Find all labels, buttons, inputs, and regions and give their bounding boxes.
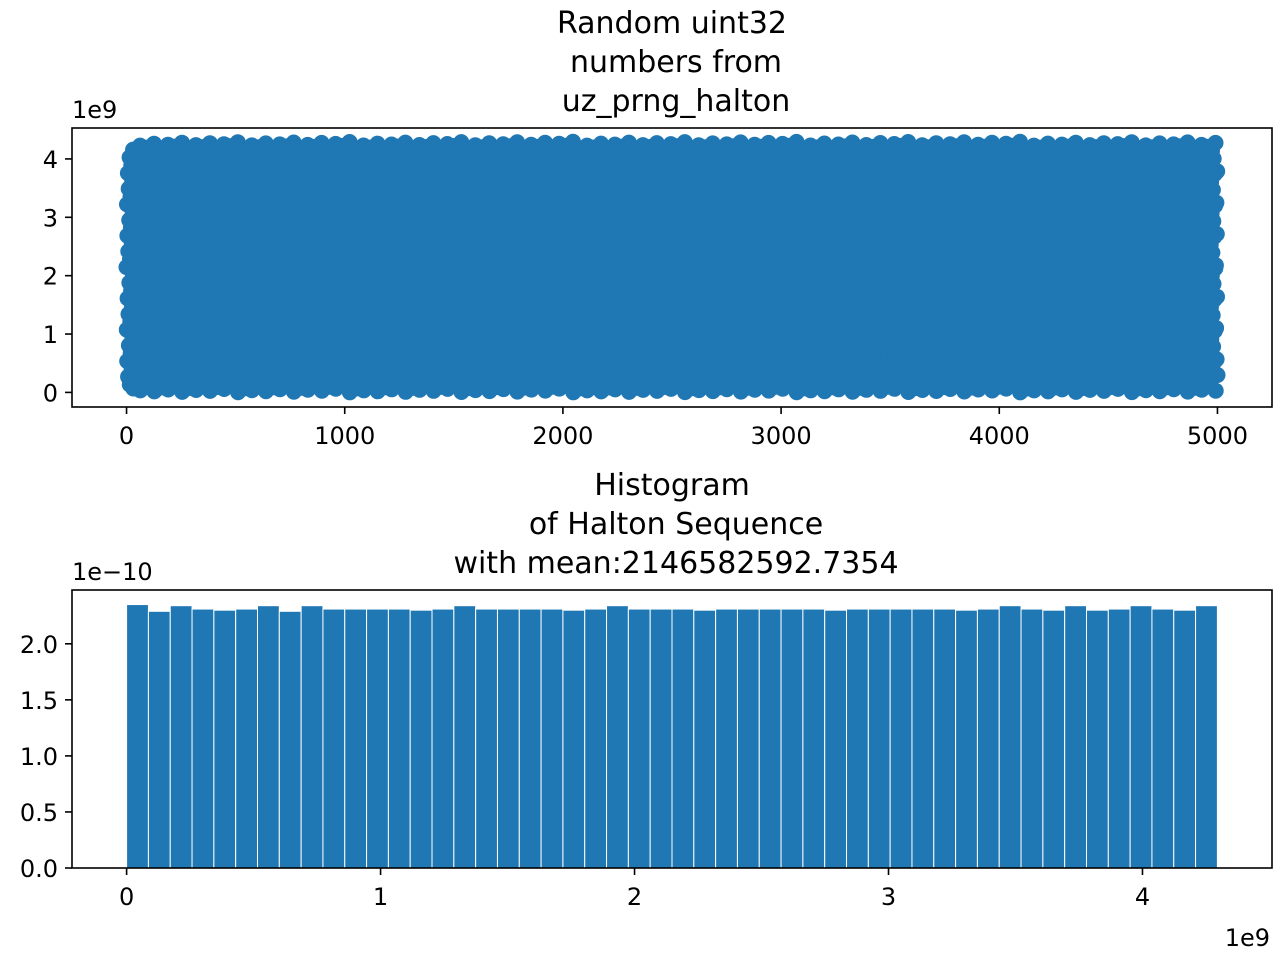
- scatter-point: [1207, 134, 1224, 151]
- scatter-point: [1205, 275, 1222, 292]
- scatter-y-offset-text: 1e9: [72, 96, 117, 124]
- scatter-point: [1205, 150, 1222, 167]
- scatter-point: [1204, 181, 1221, 198]
- scatter-point: [1205, 338, 1222, 355]
- scatter-point: [1205, 213, 1222, 230]
- scatter-point: [1207, 382, 1224, 399]
- scatter-title-line-1: Random uint32: [557, 6, 787, 41]
- scatter-title-line-2: numbers from: [570, 45, 782, 80]
- scatter-point: [1204, 244, 1221, 261]
- scatter-title-line-3: uz_prng_halton: [562, 84, 791, 119]
- scatter-chart: Random uint32 numbers from uz_prng_halto…: [43, 6, 1273, 450]
- scatter-points: [118, 133, 1226, 401]
- scatter-point: [1204, 307, 1221, 324]
